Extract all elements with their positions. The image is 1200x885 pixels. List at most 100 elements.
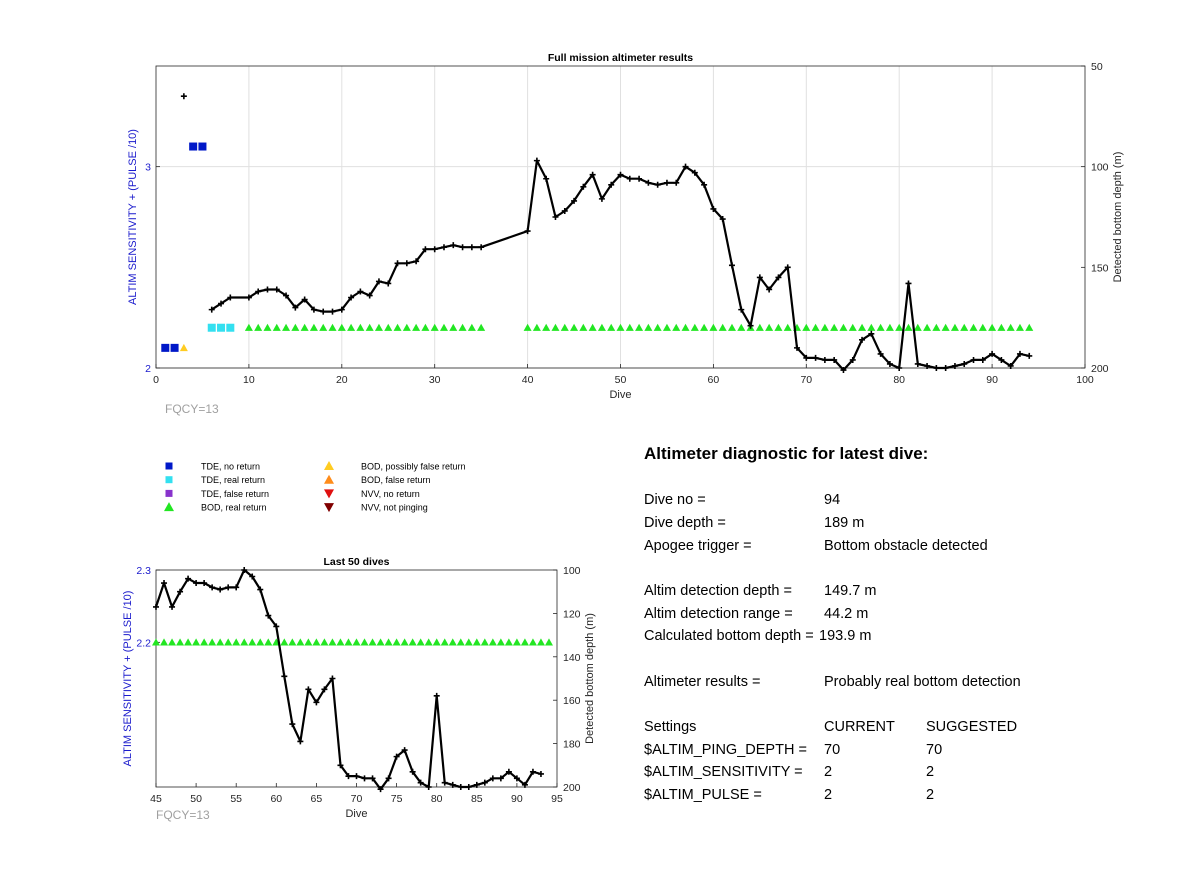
y-left-tick-label: 2.2 <box>136 637 151 649</box>
data-point <box>179 343 188 352</box>
data-point <box>598 195 605 202</box>
y-left-tick-label: 3 <box>145 162 151 174</box>
data-point <box>185 575 192 582</box>
data-point <box>570 323 579 331</box>
data-point <box>216 638 225 646</box>
legend-item: NVV, not pinging <box>324 503 428 513</box>
data-point <box>321 686 328 693</box>
y-right-tick-label: 120 <box>563 608 581 620</box>
data-point <box>673 179 680 186</box>
data-point <box>932 323 941 331</box>
suggested-header: SUGGESTED <box>926 719 1018 735</box>
series-detected-bottom-depth <box>180 93 1033 374</box>
data-point <box>561 207 568 214</box>
data-point <box>385 775 392 782</box>
altim-detection-range-value: 44.2 m <box>824 606 869 622</box>
x-tick-label: 45 <box>150 793 162 805</box>
data-point <box>189 142 198 151</box>
data-point <box>440 244 447 251</box>
setting-name: $ALTIM_PING_DEPTH = <box>644 742 807 758</box>
data-point <box>352 638 361 646</box>
data-point <box>161 580 168 587</box>
data-point <box>310 306 317 313</box>
x-tick-label: 65 <box>311 793 323 805</box>
data-point <box>449 781 456 788</box>
data-point <box>393 753 400 760</box>
data-point <box>233 584 240 591</box>
data-point <box>296 638 305 646</box>
legend-label: BOD, real return <box>201 503 267 513</box>
series-tde-real-return <box>207 323 235 332</box>
data-point <box>409 768 416 775</box>
series-detected-bottom-depth <box>153 567 544 793</box>
data-point <box>727 323 736 331</box>
data-point <box>820 323 829 331</box>
y-right-tick-label: 180 <box>563 739 581 751</box>
data-point <box>177 588 184 595</box>
chart-title: Full mission altimeter results <box>548 52 693 64</box>
data-point <box>457 784 464 790</box>
data-point <box>313 699 320 706</box>
y-right-tick-label: 150 <box>1091 262 1109 274</box>
data-point <box>868 330 875 337</box>
data-point <box>288 638 297 646</box>
plot-frame <box>155 569 558 788</box>
x-tick-label: 20 <box>336 374 348 386</box>
y-right-tick-label: 200 <box>1091 363 1109 375</box>
data-point <box>408 638 417 646</box>
data-point <box>520 638 529 646</box>
y-left-axis-label: ALTIM SENSITIVITY + (PULSE /10) <box>127 129 139 305</box>
x-tick-label: 40 <box>522 374 534 386</box>
data-point <box>281 673 288 680</box>
setting-name: $ALTIM_PULSE = <box>644 787 762 803</box>
data-point <box>859 336 866 343</box>
data-point <box>425 784 432 790</box>
data-point <box>830 323 839 331</box>
data-point <box>529 768 536 775</box>
x-tick-label: 95 <box>551 793 563 805</box>
data-point <box>970 356 977 363</box>
x-axis-label: Dive <box>345 808 367 820</box>
data-point <box>369 775 376 782</box>
legend-label: TDE, no return <box>201 462 260 472</box>
data-point <box>292 304 299 311</box>
legend-item: TDE, no return <box>165 462 260 472</box>
data-point <box>328 323 337 331</box>
data-point <box>297 738 304 745</box>
legend-item: TDE, false return <box>165 489 269 499</box>
dive-depth-label: Dive depth = <box>644 515 726 531</box>
data-point <box>774 323 783 331</box>
data-point <box>265 612 272 619</box>
data-point <box>348 294 355 301</box>
data-point <box>376 638 385 646</box>
data-point <box>635 323 644 331</box>
data-point <box>709 323 718 331</box>
data-point <box>377 786 384 793</box>
data-point <box>542 323 551 331</box>
data-point <box>465 784 472 790</box>
data-point <box>192 638 201 646</box>
data-point <box>392 638 401 646</box>
dive-no-label: Dive no = <box>644 492 706 508</box>
data-point <box>152 638 160 646</box>
diagnostic-title: Altimeter diagnostic for latest dive: <box>644 444 929 463</box>
x-tick-label: 60 <box>270 793 282 805</box>
data-point <box>264 638 273 646</box>
data-point <box>218 300 225 307</box>
data-point <box>344 638 353 646</box>
data-point <box>256 638 265 646</box>
data-point <box>224 638 233 646</box>
y-left-tick-label: 2.3 <box>136 565 151 577</box>
data-point <box>280 638 289 646</box>
data-point <box>905 280 912 287</box>
data-point <box>450 242 457 249</box>
data-point <box>282 323 291 331</box>
data-point <box>176 638 185 646</box>
series-bod-real-return <box>244 323 1034 331</box>
full-mission-chart: Full mission altimeter results 0 10 20 30 40 5… <box>127 52 1124 416</box>
dive-depth-value: 189 m <box>824 515 865 531</box>
data-point <box>201 580 208 587</box>
data-point <box>662 323 671 331</box>
data-point <box>812 354 819 361</box>
data-point <box>802 323 811 331</box>
